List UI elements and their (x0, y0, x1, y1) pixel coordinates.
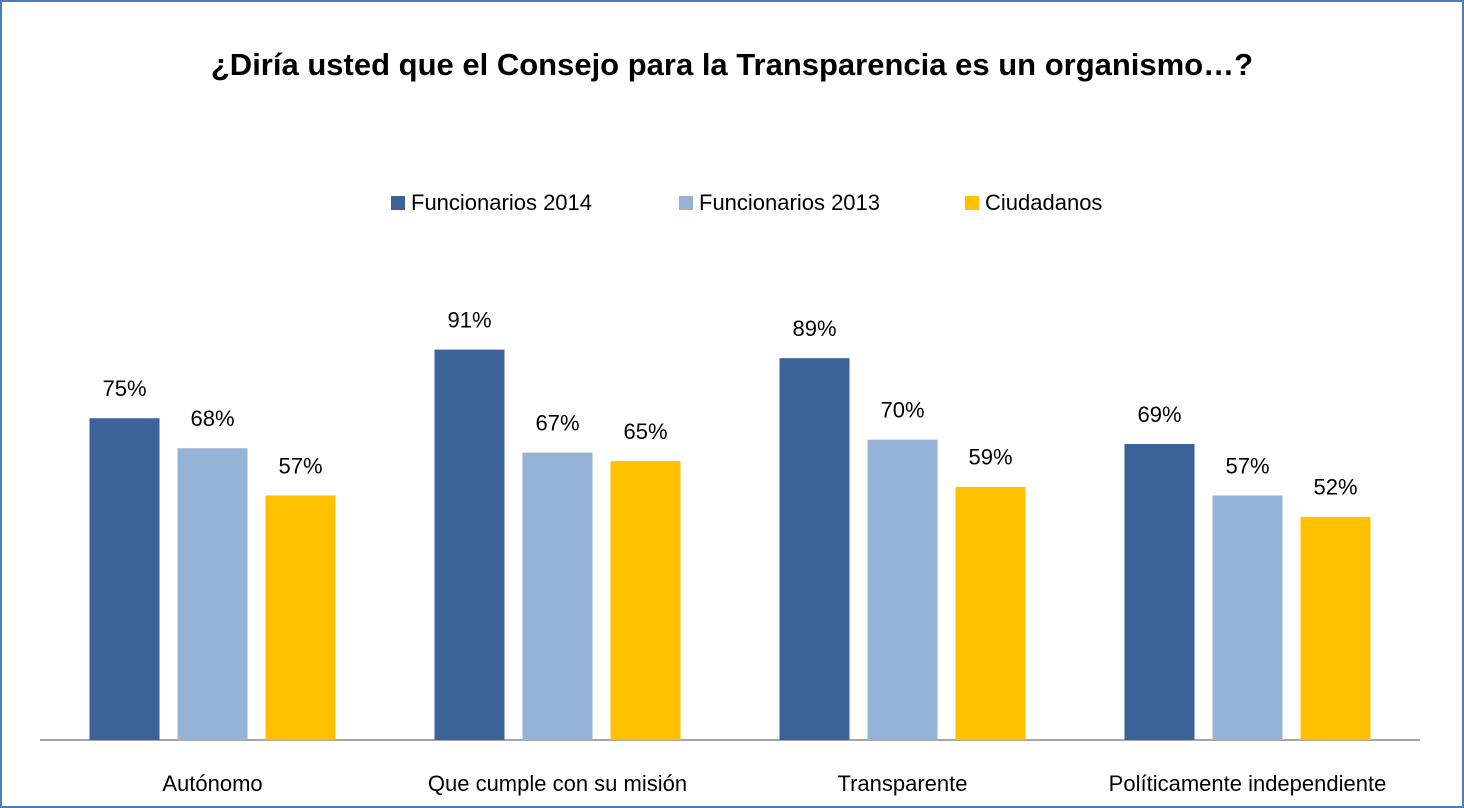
bar (779, 358, 850, 740)
legend-swatch (391, 196, 405, 210)
bar (867, 439, 938, 740)
data-label: 89% (792, 316, 836, 341)
data-label: 69% (1137, 402, 1181, 427)
x-tick-label: Políticamente independiente (1109, 771, 1387, 796)
legend-swatch (965, 196, 979, 210)
bar (1300, 516, 1371, 740)
bar (1212, 495, 1283, 740)
data-label: 65% (623, 419, 667, 444)
data-label: 59% (968, 445, 1012, 470)
bar (434, 349, 505, 740)
data-label: 70% (880, 398, 924, 423)
chart-title: ¿Diría usted que el Consejo para la Tran… (210, 47, 1254, 82)
legend-swatch (679, 196, 693, 210)
data-label: 67% (535, 410, 579, 435)
data-label: 75% (102, 376, 146, 401)
bar (177, 448, 248, 740)
x-tick-label: Autónomo (162, 771, 262, 796)
legend-label: Ciudadanos (985, 190, 1102, 215)
data-label: 57% (1225, 453, 1269, 478)
bar (610, 461, 681, 740)
legend-label: Funcionarios 2014 (411, 190, 592, 215)
legend-label: Funcionarios 2013 (699, 190, 880, 215)
bar (522, 452, 593, 740)
data-label: 57% (278, 453, 322, 478)
x-tick-label: Que cumple con su misión (428, 771, 687, 796)
bar (265, 495, 336, 740)
data-label: 91% (447, 307, 491, 332)
data-label: 52% (1313, 475, 1357, 500)
bar (89, 418, 160, 740)
bar (955, 486, 1026, 740)
bar (1124, 443, 1195, 740)
x-tick-label: Transparente (837, 771, 967, 796)
data-label: 68% (190, 406, 234, 431)
